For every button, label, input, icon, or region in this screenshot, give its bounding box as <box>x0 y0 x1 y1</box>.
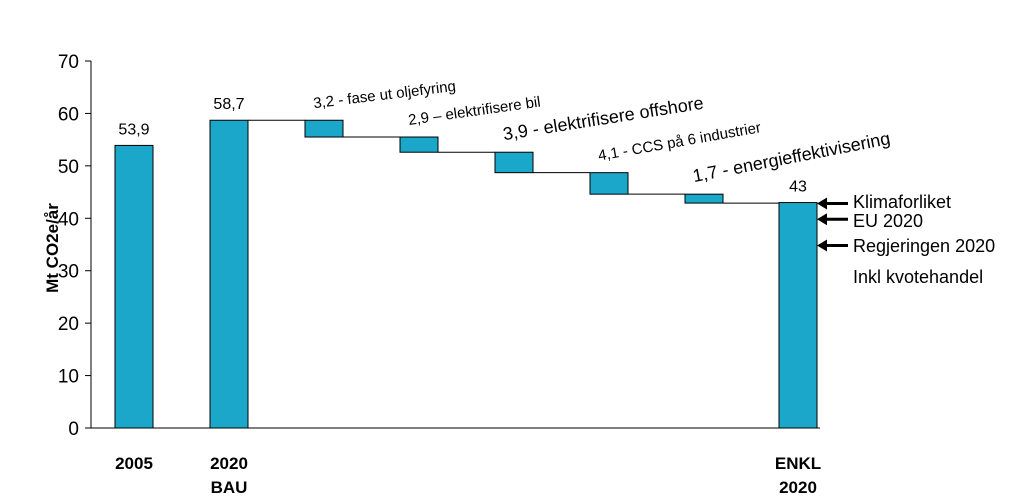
x-tick-label: 2020 <box>779 478 817 497</box>
y-tick-label: 40 <box>58 209 79 230</box>
data-label: 58,7 <box>213 96 244 113</box>
annotation-label: EU 2020 <box>853 211 923 231</box>
step-label: 3,2 - fase ut oljefyring <box>312 78 456 112</box>
annotation-label: Regjeringen 2020 <box>853 236 995 256</box>
y-tick-label: 50 <box>58 157 79 178</box>
data-label: 53,9 <box>118 121 149 138</box>
y-tick-label: 70 <box>58 52 79 73</box>
y-axis-title: Mt CO2e/år <box>43 203 62 293</box>
arrow-head <box>817 197 827 210</box>
bar-step <box>684 193 724 204</box>
annotation-label: Inkl kvotehandel <box>853 267 983 287</box>
bar-total <box>209 119 249 429</box>
data-label: 43 <box>789 179 807 196</box>
y-tick-label: 30 <box>58 262 79 283</box>
axes: 0 10 20 30 40 50 60 70 <box>58 52 820 440</box>
bar-total <box>114 144 154 429</box>
arrow-head <box>817 239 827 252</box>
bar-step <box>304 119 344 138</box>
annotation-label: Klimaforliket <box>853 192 951 212</box>
bar-step <box>589 172 629 195</box>
x-tick-label: 2005 <box>115 454 153 473</box>
arrow-head <box>817 213 827 226</box>
y-tick-label: 10 <box>58 367 79 388</box>
y-tick-label: 0 <box>68 419 79 440</box>
bars: 53,9 2005 58,7 2020 BAU 3,2 - fase ut oljefyr… <box>114 78 892 497</box>
x-tick-label: BAU <box>211 478 248 497</box>
y-tick-label: 20 <box>58 314 79 335</box>
x-tick-label: ENKL <box>775 454 821 473</box>
bar-step <box>399 136 439 153</box>
x-tick-label: 2020 <box>210 454 248 473</box>
y-tick-label: 60 <box>58 104 79 125</box>
bar-step <box>494 151 534 174</box>
bar-total <box>778 202 818 429</box>
